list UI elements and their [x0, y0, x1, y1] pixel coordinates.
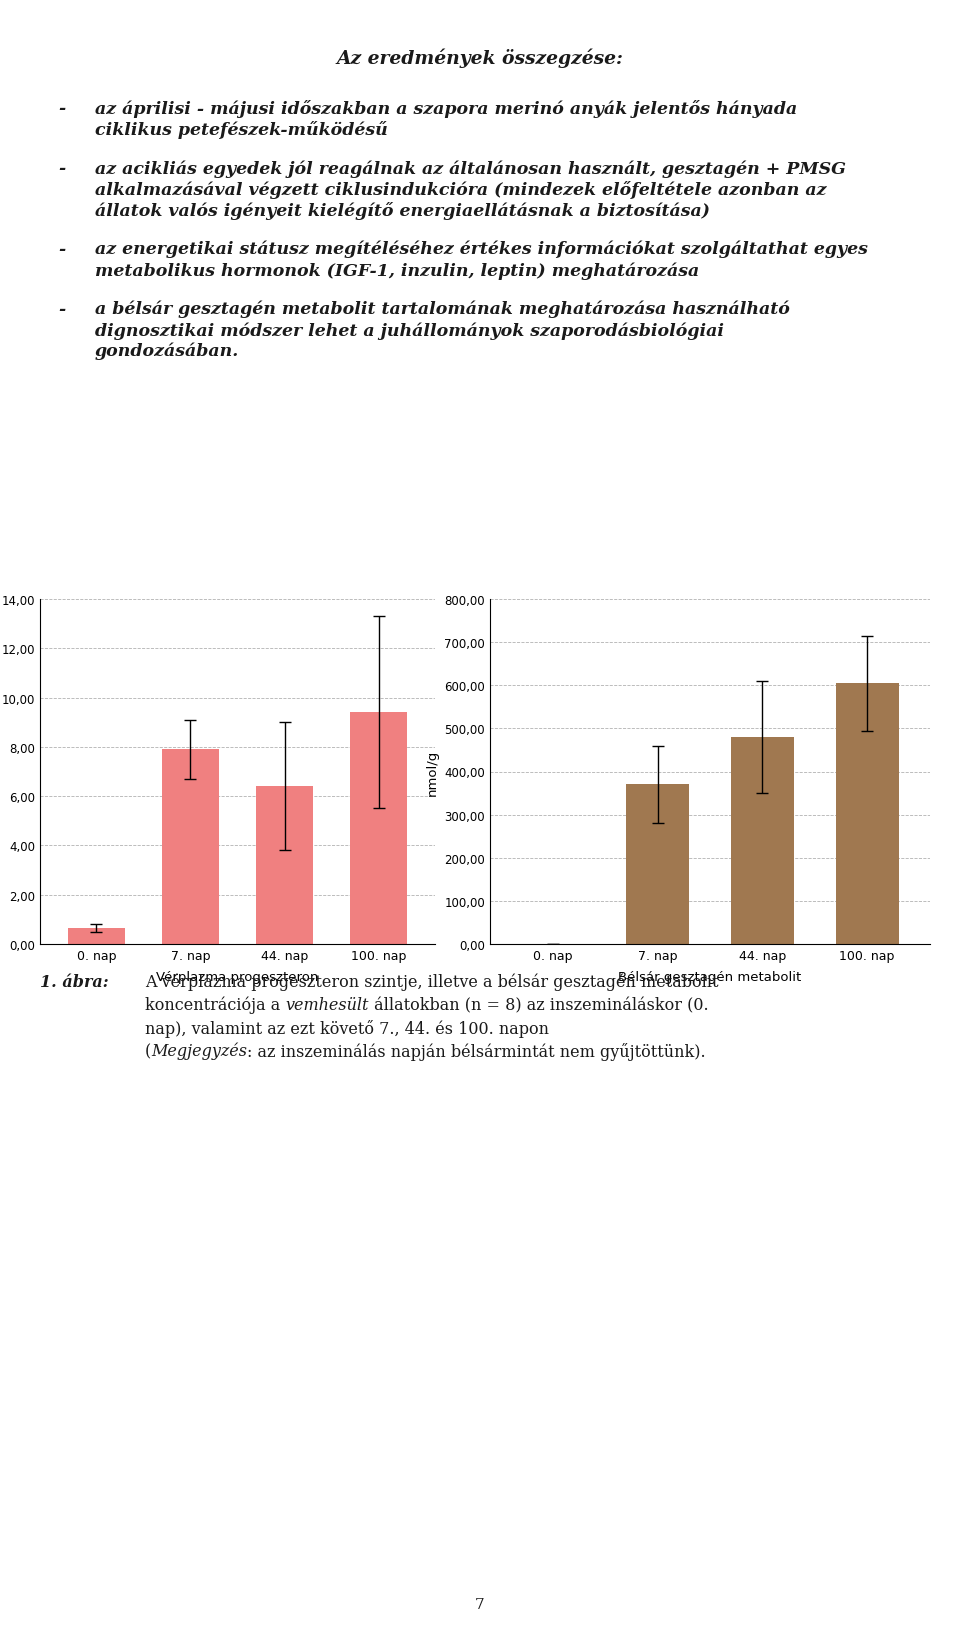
Text: A vérplazma progeszteron szintje, illetve a bélsár gesztagén metabolit: A vérplazma progeszteron szintje, illetv… — [145, 974, 718, 992]
Text: Az eredmények összegzése:: Az eredmények összegzése: — [337, 48, 623, 67]
Text: az acikliás egyedek jól reagálnak az általánosan használt, gesztagén + PMSG: az acikliás egyedek jól reagálnak az ált… — [95, 161, 846, 177]
Text: gondozásában.: gondozásában. — [95, 343, 239, 361]
Text: dignosztikai módszer lehet a juhállományok szaporodásbiológiai: dignosztikai módszer lehet a juhállomány… — [95, 321, 724, 339]
Bar — [836, 683, 899, 944]
X-axis label: Vérplazma progeszteron: Vérplazma progeszteron — [156, 970, 319, 983]
Y-axis label: nmol/g: nmol/g — [426, 749, 439, 795]
Text: -: - — [58, 302, 65, 318]
Text: alkalmazásával végzett ciklusindukcióra (mindezek előfeltétele azonban az: alkalmazásával végzett ciklusindukcióra … — [95, 180, 827, 198]
Bar — [731, 738, 794, 944]
Bar — [68, 928, 125, 944]
Text: koncentrációja a: koncentrációja a — [145, 997, 285, 1015]
Text: a bélsár gesztagén metabolit tartalomának meghatározása használható: a bélsár gesztagén metabolit tartalomána… — [95, 302, 790, 318]
Text: Megjegyzés: Megjegyzés — [152, 1042, 248, 1060]
Text: 7: 7 — [475, 1596, 485, 1611]
Bar — [256, 787, 313, 944]
Text: : az inszeminálás napján bélsármintát nem gyűjtöttünk).: : az inszeminálás napján bélsármintát ne… — [248, 1042, 706, 1060]
Bar — [626, 785, 689, 944]
Text: az energetikai státusz megítéléséhez értékes információkat szolgáltathat egyes: az energetikai státusz megítéléséhez ért… — [95, 241, 868, 259]
Text: -: - — [58, 241, 65, 257]
Text: metabolikus hormonok (IGF-1, inzulin, leptin) meghatározása: metabolikus hormonok (IGF-1, inzulin, le… — [95, 262, 699, 279]
Text: vemhesült: vemhesült — [285, 997, 369, 1013]
Text: -: - — [58, 161, 65, 177]
Text: az áprilisi - májusi időszakban a szapora merinó anyák jelentős hányada: az áprilisi - májusi időszakban a szapor… — [95, 100, 797, 118]
Bar — [350, 713, 407, 944]
Bar — [162, 751, 219, 944]
Text: nap), valamint az ezt követő 7., 44. és 100. napon: nap), valamint az ezt követő 7., 44. és … — [145, 1019, 549, 1037]
Text: állatokban (n = 8) az inszemináláskor (0.: állatokban (n = 8) az inszemináláskor (0… — [369, 997, 708, 1013]
Text: 1. ábra:: 1. ábra: — [40, 974, 108, 990]
Text: ciklikus petefészek-működésű: ciklikus petefészek-működésű — [95, 121, 388, 139]
Text: (: ( — [145, 1042, 152, 1059]
X-axis label: Bélsár gesztagén metabolit: Bélsár gesztagén metabolit — [618, 970, 802, 983]
Text: -: - — [58, 100, 65, 116]
Text: állatok valós igényeit kielégítő energiaellátásnak a biztosítása): állatok valós igényeit kielégítő energia… — [95, 202, 710, 220]
